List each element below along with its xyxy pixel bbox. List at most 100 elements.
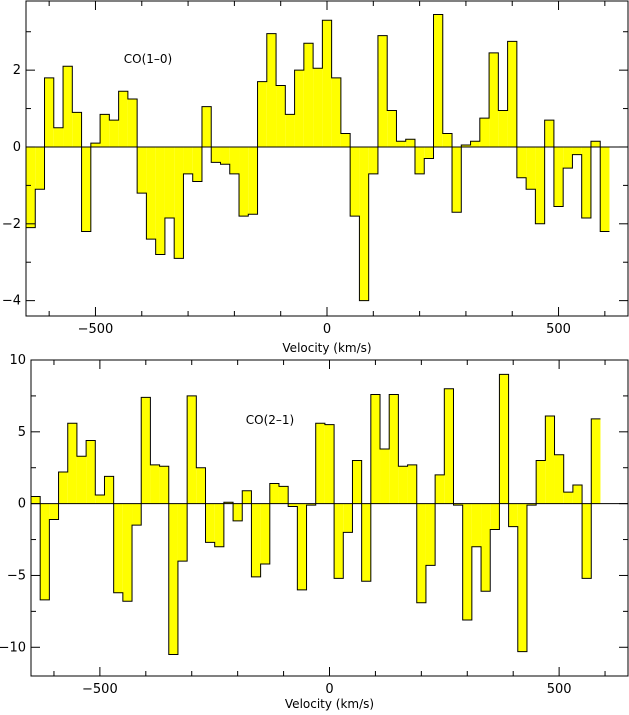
bar [572,146,582,155]
bar [600,146,610,232]
bar [490,503,500,530]
bar [453,503,463,506]
y-axis: −10 −5 0 5 10 [0,353,628,655]
x-axis: −500 0 500 [48,1,606,337]
bar [242,490,252,504]
bar [582,503,592,579]
bar [192,146,202,182]
bar [288,503,298,507]
bar [168,503,178,655]
y-axis: −4 −2 0 2 [2,31,628,309]
bar [591,418,601,504]
bar [150,464,160,504]
chart-panel-2: −500 0 500 −10 −5 0 5 10 CO(2–1) Velocity (km/s) [0,353,629,711]
bar [545,416,555,504]
bar [248,146,258,215]
x-axis-title: Velocity (km/s) [282,341,371,355]
bar [31,496,41,504]
bar [481,503,491,592]
bar [205,503,215,543]
y-tick-label: −10 [0,640,26,655]
bar [53,127,64,147]
bar [132,503,142,526]
x-tick-label: −500 [82,682,118,697]
y-tick-label: −5 [7,568,26,583]
bar [499,374,509,504]
bar [155,146,165,255]
bar [350,146,360,217]
bar [187,395,197,504]
spectrum-step-line [31,373,601,655]
bar [452,146,462,213]
bar [544,120,554,147]
bar [380,449,390,504]
bar [536,460,546,504]
bar [104,476,114,504]
bar [461,145,471,147]
chart-panel-1: −500 0 500 −4 −2 0 2 CO(1–0) Velocity (km/s) [2,0,629,355]
bar [260,503,270,564]
bar [239,146,249,217]
bar [324,424,335,504]
y-tick-label: 2 [13,63,21,78]
bar [535,146,545,224]
spectrum-step-line [26,13,610,302]
y-tick-label: 10 [9,353,26,368]
bar [306,503,316,506]
bar [58,472,68,504]
y-tick-label: 5 [18,425,26,440]
bar [266,33,277,147]
bar [49,503,59,520]
bar [223,502,234,504]
bar [554,454,564,504]
bar [146,146,156,240]
bar [201,106,212,147]
bar [76,456,87,504]
bar [370,394,381,504]
bar [405,139,415,147]
x-tick-label: 0 [325,682,333,697]
bar [526,146,536,190]
bar [137,146,147,194]
bar [95,495,105,504]
bar [572,484,583,504]
bar [113,503,123,593]
bar [313,68,323,147]
bar [90,143,101,147]
bar [517,503,527,652]
bar [322,20,332,147]
bar [361,503,371,582]
bar [141,397,151,504]
bar [251,503,261,577]
bar [315,423,325,504]
bar [269,483,279,504]
bar [470,141,480,147]
y-tick-label: −4 [2,294,21,309]
y-tick-label: −2 [2,217,21,232]
bar [359,146,369,301]
bar [40,503,50,600]
bar [387,110,397,147]
x-tick-label: 500 [546,322,571,337]
bar [407,464,417,504]
bar [377,35,388,147]
x-tick-label: 0 [323,322,331,337]
bar [563,146,573,169]
bar [100,114,110,147]
y-tick-label: 0 [13,140,21,155]
bar [159,466,169,504]
bar [389,394,399,504]
bar [352,460,362,504]
bar [257,81,267,147]
bar [164,146,175,219]
bar [278,486,289,504]
bar [118,91,128,147]
bar [479,118,490,147]
bar [508,503,518,527]
bar [196,467,206,504]
bar [435,474,445,504]
bar [516,146,527,178]
bar [81,146,91,232]
bar [214,503,224,547]
